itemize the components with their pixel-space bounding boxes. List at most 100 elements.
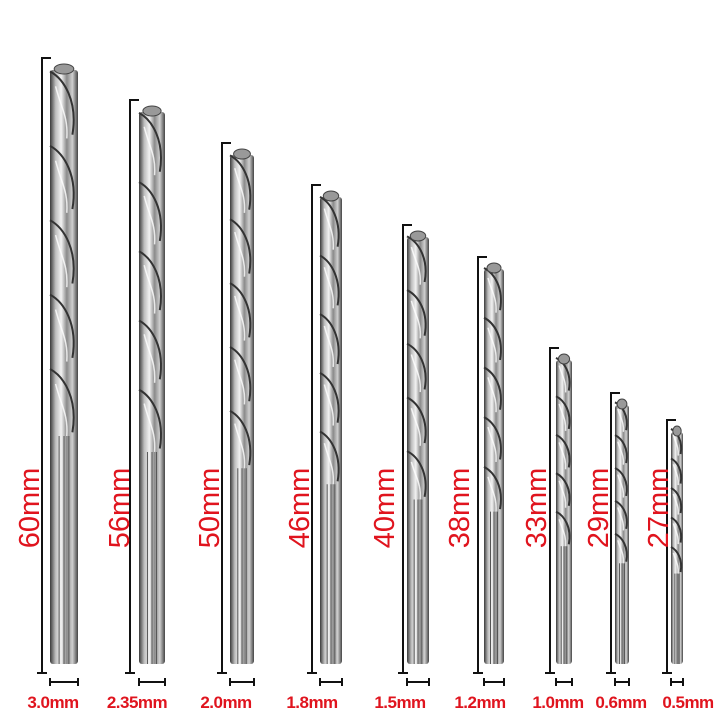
diameter-label: 1.5mm [374,693,426,712]
flute-edge [229,218,252,274]
flute-highlight [54,234,68,288]
drill-bit-tip [486,262,502,274]
flute-edge [138,250,162,311]
drill-bit-tip [616,398,628,410]
length-label: 33mm [521,468,553,549]
flute-highlight [558,519,567,547]
flute-highlight [410,354,422,393]
drill-bit-group: 33mm 1.0mm [521,347,585,712]
flute-highlight [410,461,422,500]
drill-bit-body [230,155,254,664]
diameter-label: 2.35mm [107,693,168,712]
flute-highlight [54,383,68,437]
length-label: 27mm [643,468,675,549]
flute-edge [555,472,571,507]
flute-edge [555,433,571,468]
flute-highlight [487,476,497,512]
flute-highlight [323,208,335,250]
flute-highlight [143,126,156,176]
flute-highlight [54,160,68,213]
flute-highlight [143,264,156,314]
length-label: 50mm [194,468,226,549]
flute-highlight [234,359,246,405]
flute-highlight [487,277,497,313]
flute-highlight [558,442,567,470]
flute-edge [138,181,162,242]
flute-edge [138,388,162,449]
drill-bit-group: 40mm 1.5mm [369,224,430,712]
flute-highlight [487,377,497,413]
length-label: 40mm [369,468,401,549]
length-label: 56mm [104,468,136,549]
diameter-label: 0.5mm [662,693,714,712]
flute-edge [483,416,502,460]
drill-bit-group: 60mm 3.0mm [14,57,80,712]
drill-bit-body [50,70,78,664]
flute-highlight [617,408,625,432]
flute-highlight [617,441,625,465]
flute-edge [49,219,75,284]
drill-bit-group: 27mm 0.5mm [643,419,715,712]
flute-highlight [672,464,680,486]
flute-highlight [487,426,497,462]
flute-edge [555,510,571,545]
flute-highlight [410,246,422,285]
drill-bit-group: 46mm 1.8mm [284,184,343,712]
drill-bit-group: 56mm 2.35mm [104,99,168,712]
diameter-label: 1.2mm [454,693,506,712]
length-label: 60mm [14,468,46,549]
flute-highlight [558,365,567,393]
drill-bit-group: 38mm 1.2mm [444,256,507,712]
diameter-label: 0.6mm [595,693,647,712]
flute-highlight [410,407,422,446]
flute-edge [483,366,502,410]
diameter-label: 2.0mm [200,693,252,712]
length-label: 38mm [444,468,476,549]
flute-edge [49,144,75,210]
flute-highlight [234,167,246,213]
drill-bit-body [139,112,165,664]
flute-highlight [323,325,335,368]
drill-bit-tip [233,148,251,160]
drill-bit-tip [557,353,571,365]
flute-highlight [234,231,246,277]
flute-edge [483,316,502,361]
length-label: 46mm [284,468,316,549]
flute-edge [555,395,571,430]
flute-highlight [410,300,422,339]
flute-edge [614,434,628,464]
flute-highlight [672,493,680,515]
flute-edge [406,450,427,497]
drill-bit-tip [409,230,427,242]
flute-edge [670,546,683,573]
flute-highlight [558,403,567,431]
diameter-label: 3.0mm [27,693,79,712]
drill-bit-tip [322,190,340,202]
flute-highlight [234,295,246,341]
flute-edge [49,368,75,433]
flute-edge [138,319,162,380]
flute-highlight [54,86,68,139]
drill-bit-group: 29mm 0.6mm [583,392,648,712]
flute-highlight [672,552,680,574]
flute-highlight [234,423,246,469]
drill-bit-group: 50mm 2.0mm [194,142,255,712]
drill-bit-tip [53,63,75,75]
flute-highlight [672,434,680,456]
flute-edge [319,371,340,423]
flute-edge [670,516,683,543]
flute-edge [49,70,75,135]
flute-edge [406,289,427,336]
flute-edge [229,409,252,466]
flute-highlight [54,309,68,362]
flute-highlight [323,384,335,426]
flute-highlight [558,480,567,508]
flute-highlight [672,523,680,545]
flute-highlight [143,334,156,383]
flute-highlight [487,327,497,363]
flute-highlight [323,443,335,485]
flute-highlight [617,474,625,498]
flute-highlight [143,403,156,453]
flute-edge [138,112,162,172]
